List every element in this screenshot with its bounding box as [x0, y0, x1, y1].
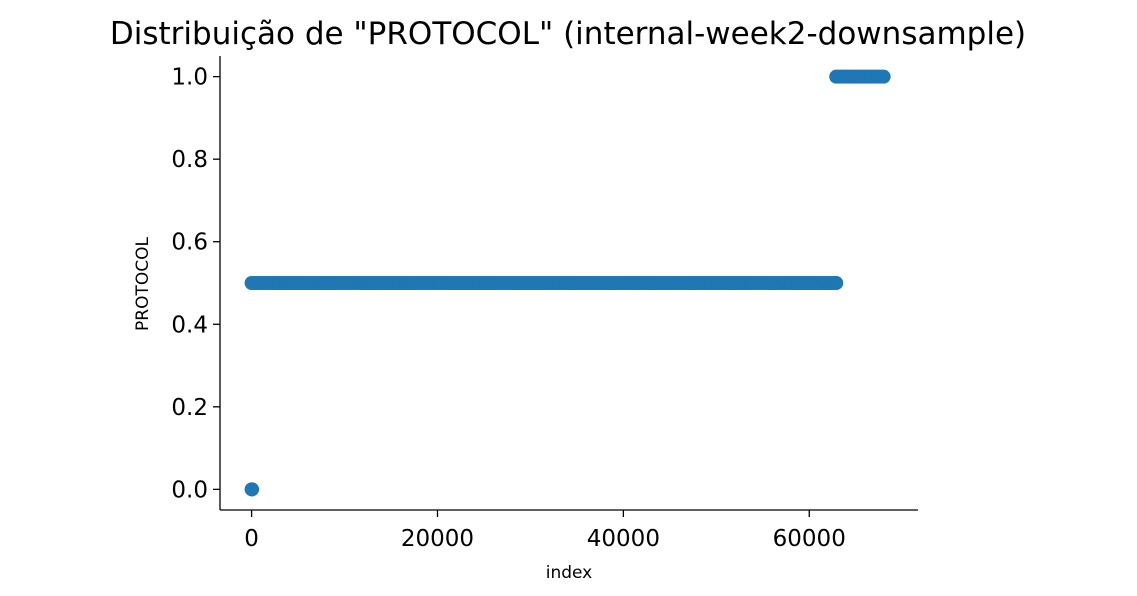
x-axis-ticks: 0 20000 40000 60000 — [244, 510, 846, 552]
y-axis-ticks: 0.0 0.2 0.4 0.6 0.8 1.0 — [171, 65, 220, 503]
data-point — [876, 69, 891, 84]
y-axis-label: PROTOCOL — [133, 237, 153, 331]
y-tick-label: 0.0 — [171, 477, 208, 503]
y-tick-label: 0.6 — [171, 230, 208, 256]
x-tick-label: 60000 — [773, 526, 846, 552]
data-point — [829, 276, 844, 290]
data-point — [245, 482, 260, 497]
y-tick-label: 0.2 — [171, 395, 208, 421]
data-points — [244, 69, 891, 497]
x-tick-label: 0 — [244, 526, 259, 552]
y-tick-label: 0.4 — [171, 312, 208, 338]
x-tick-label: 40000 — [587, 526, 660, 552]
y-tick-label: 0.8 — [171, 147, 208, 173]
chart-title: Distribuição de "PROTOCOL" (internal-wee… — [110, 16, 1026, 52]
x-tick-label: 20000 — [401, 526, 474, 552]
y-tick-label: 1.0 — [171, 65, 208, 91]
x-axis-label: index — [546, 563, 593, 583]
